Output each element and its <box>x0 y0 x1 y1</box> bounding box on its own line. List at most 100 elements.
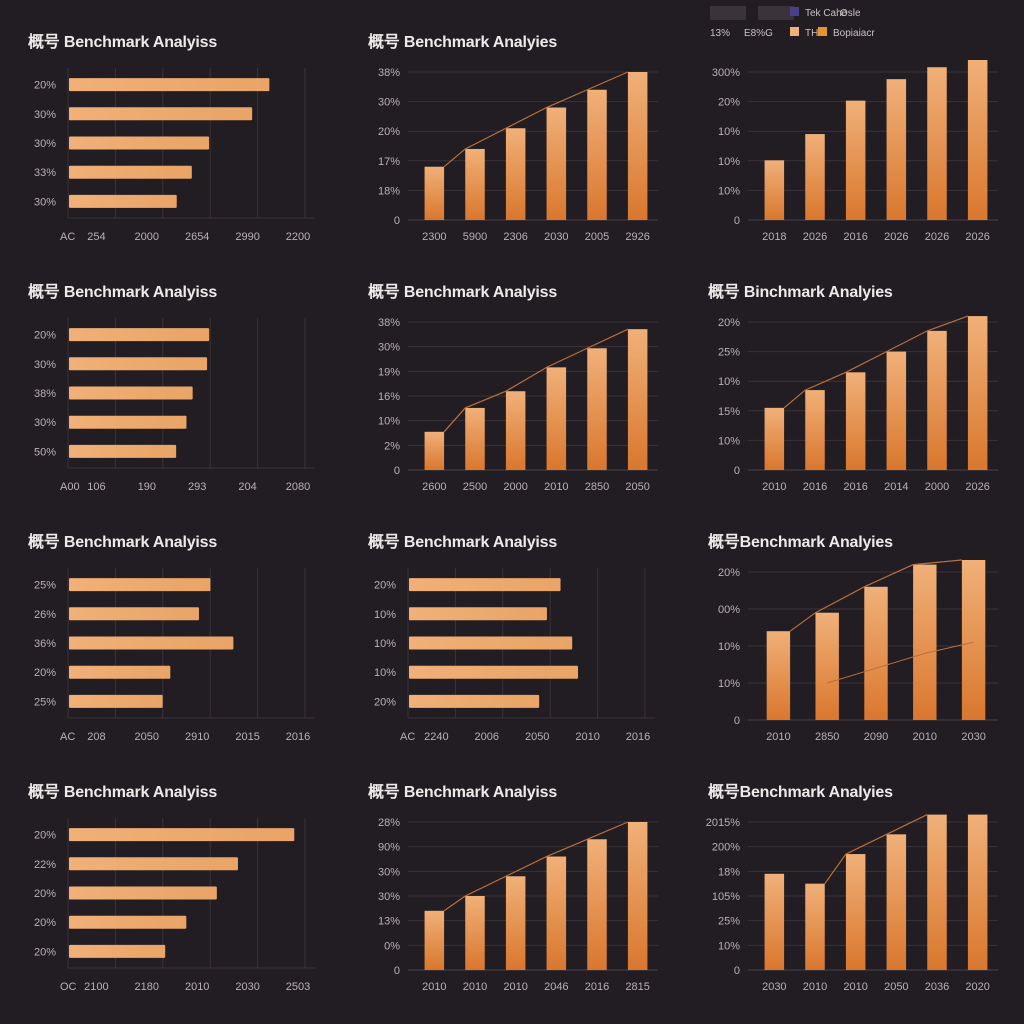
bar <box>409 607 547 621</box>
y-tick-label: 0 <box>734 965 740 977</box>
x-tick-label: 190 <box>138 481 156 493</box>
y-tick-label: 10% <box>718 126 740 138</box>
x-tick-label: 2050 <box>525 731 549 743</box>
x-tick-label: 2015 <box>235 731 259 743</box>
y-tick-label: 25% <box>34 696 56 708</box>
y-tick-label: 20% <box>34 80 56 92</box>
bar <box>465 148 485 220</box>
bar <box>967 814 988 970</box>
chart-title: 概号 Benchmark Analyiss <box>28 284 218 301</box>
bar <box>69 944 166 958</box>
chart-panel-8: 概号 Benchmark Analyiss AC 2240 2006 2050 2010 2… <box>340 500 680 750</box>
bar <box>766 631 791 720</box>
x-tick-label: 5900 <box>463 231 487 243</box>
bar <box>69 607 199 621</box>
x-tick-label: 2010 <box>422 981 446 993</box>
x-tick-label: 2006 <box>475 731 499 743</box>
chart-panel-5: 概号 Benchmark Analyiss 0 2% 10% 16% 19% 30% 38% 2… <box>340 250 680 500</box>
chart-panel-7: 概号 Benchmark Analyiss AC 208 2050 2910 2015 20… <box>0 500 340 750</box>
x-tick-label: AC <box>60 231 75 243</box>
legend-label: Osle <box>840 8 861 19</box>
y-tick-label: 10% <box>718 940 740 952</box>
trend-line <box>443 71 629 168</box>
y-tick-label: 20% <box>718 317 740 329</box>
chart-panel-6: 概号 Binchmark Analyies 0 10% 15% 10% 25% 20% 201… <box>680 250 1020 500</box>
bar <box>845 100 866 220</box>
chart-title: 概号 Benchmark Analyiss <box>28 34 218 51</box>
chart-svg: AC 208 2050 2910 2015 2016 25% 26% 36% 20% 25% <box>34 568 315 743</box>
x-tick-label: 2500 <box>463 481 487 493</box>
bar <box>961 560 986 720</box>
legend-label: TH3 <box>805 28 824 39</box>
x-tick-label: 2926 <box>625 231 649 243</box>
trend-line <box>443 821 629 912</box>
y-tick-label: 30% <box>34 359 56 371</box>
bar <box>69 107 253 121</box>
x-tick-label: 2046 <box>544 981 568 993</box>
x-tick-label: OC <box>60 981 77 993</box>
y-tick-label: 15% <box>718 406 740 418</box>
y-tick-label: 10% <box>718 678 740 690</box>
bar <box>587 89 607 220</box>
bar <box>587 348 607 470</box>
y-tick-label: 20% <box>34 917 56 929</box>
y-tick-label: 25% <box>718 347 740 359</box>
bar <box>69 78 270 92</box>
y-tick-label: 30% <box>34 417 56 429</box>
y-tick-label: 300% <box>712 67 740 79</box>
x-tick-label: 2026 <box>803 231 827 243</box>
y-tick-label: 10% <box>718 185 740 197</box>
y-tick-label: 20% <box>378 126 400 138</box>
y-tick-label: 20% <box>374 580 396 592</box>
x-tick-label: 2180 <box>135 981 159 993</box>
x-tick-label: 2010 <box>803 981 827 993</box>
y-tick-label: 28% <box>378 817 400 829</box>
x-tick-label: 2850 <box>585 481 609 493</box>
x-tick-label: 2050 <box>625 481 649 493</box>
legend-label: Bopiaiacr <box>833 28 875 39</box>
bar <box>845 854 866 970</box>
bar <box>69 328 210 342</box>
y-tick-label: 30% <box>34 196 56 208</box>
x-tick-label: 2016 <box>843 231 867 243</box>
x-tick-label: 2010 <box>766 731 790 743</box>
chart-panel-9: 概号Benchmark Analyies 0 10% 10% 00% 20% 2010 285… <box>680 500 1020 750</box>
chart-panel-1: 概号 Benchmark Analyiss AC 254 2000 2654 2990 22… <box>0 0 340 250</box>
bar <box>69 415 187 429</box>
x-tick-label: 2016 <box>803 481 827 493</box>
y-tick-label: 20% <box>718 567 740 579</box>
bar <box>69 357 208 371</box>
chart-panel-4: 概号 Benchmark Analyiss A00 106 190 293 204 2080… <box>0 250 340 500</box>
bar <box>409 636 573 650</box>
bar <box>764 407 785 470</box>
trend-line <box>443 328 629 433</box>
x-tick-label: 2016 <box>286 731 310 743</box>
chart-title: 概号 Binchmark Analyies <box>708 284 893 301</box>
bar <box>505 391 526 470</box>
x-tick-label: 2080 <box>286 481 310 493</box>
x-tick-label: 2030 <box>235 981 259 993</box>
y-tick-label: 38% <box>34 388 56 400</box>
x-tick-label: 2030 <box>544 231 568 243</box>
chart-svg: A00 106 190 293 204 2080 20% 30% 38% 30% 50% <box>34 318 315 493</box>
x-tick-label: 2026 <box>965 231 989 243</box>
bar <box>424 166 445 220</box>
y-tick-label: 10% <box>718 641 740 653</box>
bar <box>805 134 825 220</box>
legend-label: Tek Cahe <box>805 8 848 19</box>
y-tick-label: 25% <box>34 580 56 592</box>
bar <box>409 694 540 708</box>
y-tick-label: 10% <box>718 376 740 388</box>
bar <box>69 386 193 400</box>
chart-title: 概号 Benchmark Analyiss <box>368 284 558 301</box>
x-tick-label: 2090 <box>864 731 888 743</box>
bar <box>465 407 485 470</box>
y-tick-label: 10% <box>374 609 396 621</box>
trend-line <box>824 814 928 885</box>
legend-box <box>758 6 794 20</box>
legend-label: E8%G <box>744 28 773 39</box>
bar <box>546 107 567 220</box>
y-tick-label: 0 <box>734 715 740 727</box>
y-tick-label: 30% <box>34 138 56 150</box>
bar <box>69 886 217 900</box>
